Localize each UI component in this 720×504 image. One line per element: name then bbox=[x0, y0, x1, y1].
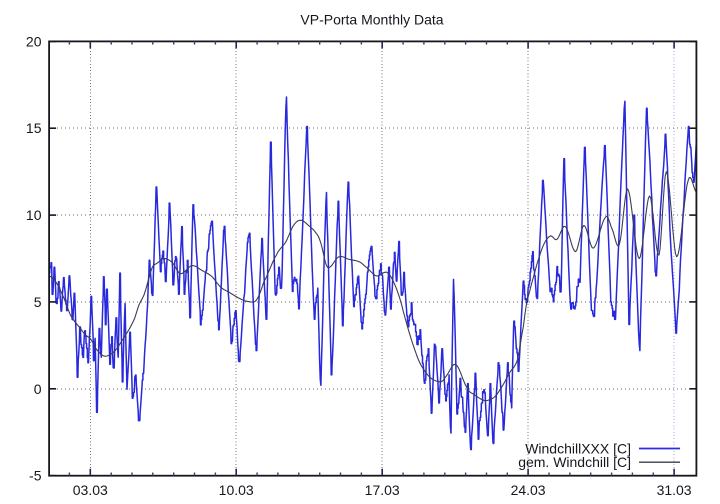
svg-text:17.03: 17.03 bbox=[365, 482, 400, 498]
svg-text:10.03: 10.03 bbox=[219, 482, 254, 498]
svg-text:0: 0 bbox=[34, 381, 42, 397]
svg-text:20: 20 bbox=[26, 33, 42, 49]
svg-text:24.03: 24.03 bbox=[511, 482, 546, 498]
svg-text:03.03: 03.03 bbox=[73, 482, 108, 498]
svg-text:10: 10 bbox=[26, 207, 42, 223]
svg-text:15: 15 bbox=[26, 120, 42, 136]
svg-text:VP-Porta Monthly Data: VP-Porta Monthly Data bbox=[300, 12, 443, 28]
svg-text:5: 5 bbox=[34, 294, 42, 310]
svg-text:-5: -5 bbox=[29, 468, 42, 484]
svg-text:gem. Windchill [C]: gem. Windchill [C] bbox=[518, 454, 631, 470]
svg-text:WindchillXXX [C]: WindchillXXX [C] bbox=[525, 440, 631, 456]
svg-text:31.03: 31.03 bbox=[657, 482, 692, 498]
